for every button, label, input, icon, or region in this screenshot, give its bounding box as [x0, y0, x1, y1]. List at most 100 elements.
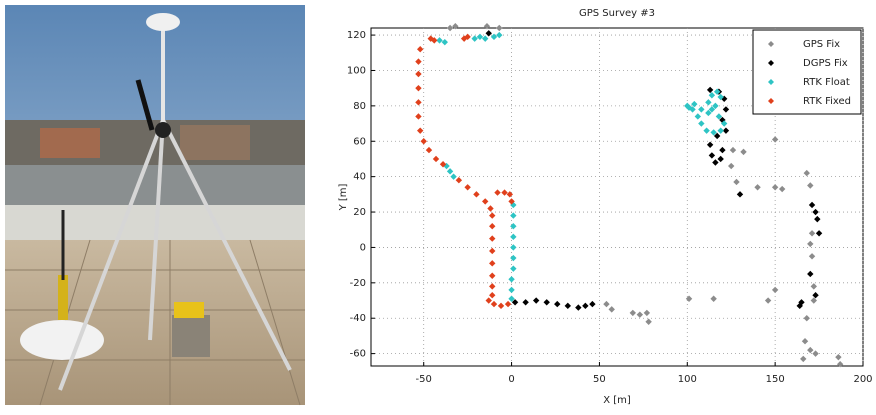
point — [464, 33, 471, 41]
x-tick-label: 50 — [593, 374, 606, 385]
point — [736, 191, 744, 198]
point — [796, 302, 803, 310]
point — [554, 300, 561, 308]
point — [482, 35, 489, 42]
point — [722, 127, 730, 134]
x-tick-label: -50 — [416, 374, 432, 385]
legend-marker — [768, 98, 774, 104]
point — [582, 302, 589, 310]
point — [497, 302, 505, 310]
point — [510, 222, 517, 230]
point — [450, 173, 457, 180]
point — [685, 295, 693, 302]
point — [508, 295, 515, 302]
point — [703, 127, 710, 134]
point — [717, 93, 724, 101]
point — [705, 99, 712, 106]
point — [420, 138, 427, 145]
point — [485, 30, 492, 37]
point — [464, 184, 471, 191]
x-axis-label: X [m] — [603, 395, 631, 406]
series — [436, 31, 728, 302]
point — [812, 350, 819, 357]
legend-label: GPS Fix — [803, 39, 840, 50]
legend-label: RTK Float — [803, 77, 850, 88]
point — [720, 95, 728, 102]
point — [808, 230, 816, 237]
point — [506, 191, 514, 198]
point — [489, 247, 496, 255]
point — [482, 198, 489, 205]
point — [705, 109, 712, 117]
point — [812, 208, 819, 216]
point — [754, 184, 761, 191]
point — [508, 286, 515, 294]
point — [685, 104, 693, 111]
point — [807, 346, 814, 354]
point — [778, 185, 786, 193]
point — [489, 212, 496, 219]
point — [708, 106, 716, 113]
point — [417, 127, 424, 134]
point — [708, 152, 716, 159]
point — [803, 315, 810, 322]
point — [490, 33, 498, 41]
chart-title: GPS Survey #3 — [579, 8, 655, 19]
photo — [5, 5, 305, 406]
point — [801, 338, 809, 345]
x-tick-label: 150 — [766, 374, 785, 385]
x-tick-label: 200 — [853, 374, 872, 385]
legend: GPS Fix DGPS Fix RTK Float RTK Fixed — [752, 29, 862, 115]
point — [713, 88, 721, 95]
point — [835, 353, 842, 361]
point — [808, 201, 816, 209]
point — [729, 146, 737, 154]
point — [496, 31, 503, 39]
point — [490, 300, 498, 308]
point — [698, 120, 705, 127]
point — [510, 265, 517, 272]
y-tick-label: 80 — [353, 101, 366, 112]
point — [812, 292, 819, 299]
point — [733, 178, 740, 186]
point — [636, 311, 644, 318]
point — [485, 297, 492, 304]
legend-label: DGPS Fix — [803, 58, 848, 69]
point — [473, 191, 480, 198]
point — [807, 270, 814, 278]
y-axis-label: Y [m] — [338, 183, 349, 211]
y-tick-label: -40 — [350, 313, 366, 324]
point — [815, 230, 823, 237]
point — [455, 176, 463, 184]
point — [712, 102, 719, 110]
point — [810, 283, 817, 290]
point — [710, 295, 717, 302]
legend-marker — [768, 79, 774, 85]
point — [417, 46, 424, 53]
point — [708, 92, 716, 99]
point — [643, 309, 651, 317]
point — [722, 106, 730, 113]
point — [446, 168, 454, 175]
point — [807, 182, 814, 189]
point — [489, 272, 496, 279]
point — [698, 106, 705, 113]
y-tick-label: 0 — [360, 242, 366, 253]
point — [508, 198, 515, 205]
y-tick-label: 60 — [353, 136, 366, 147]
point — [710, 129, 717, 136]
point — [510, 244, 517, 251]
point — [415, 58, 422, 65]
point — [771, 286, 779, 294]
legend-marker — [768, 41, 774, 47]
x-tick-label: 100 — [678, 374, 697, 385]
point — [603, 300, 610, 308]
point — [487, 205, 494, 212]
point — [691, 100, 698, 108]
series — [485, 30, 823, 311]
series — [415, 33, 515, 310]
point — [807, 240, 814, 248]
y-tick-label: 40 — [353, 172, 366, 183]
point — [460, 35, 468, 42]
